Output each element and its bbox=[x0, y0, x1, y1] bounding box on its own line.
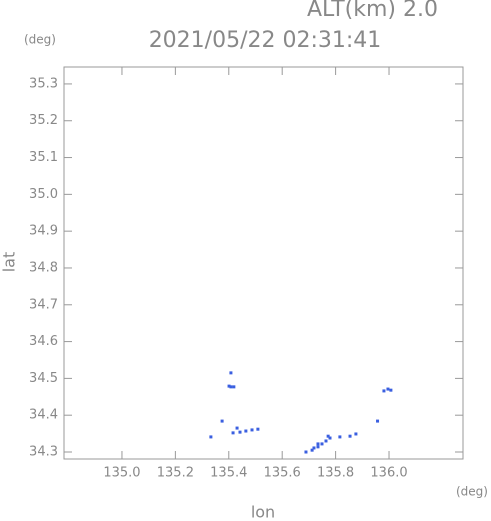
y-tick-label: 34.9 bbox=[29, 224, 58, 239]
data-point bbox=[312, 446, 316, 450]
x-axis-label: lon bbox=[251, 503, 275, 521]
x-tick-label: 136.0 bbox=[370, 466, 407, 481]
y-tick-label: 34.8 bbox=[29, 260, 58, 275]
altitude-label: ALT(km) 2.0 bbox=[307, 0, 438, 22]
data-point bbox=[209, 435, 213, 439]
x-tick-label: 135.4 bbox=[210, 466, 247, 481]
y-tick-label: 35.2 bbox=[29, 113, 58, 128]
data-point bbox=[310, 448, 314, 452]
data-point bbox=[376, 419, 380, 423]
data-point bbox=[328, 436, 332, 440]
data-point bbox=[229, 371, 233, 375]
data-point bbox=[220, 419, 224, 423]
y-tick-label: 35.1 bbox=[29, 150, 58, 165]
x-tick-label: 135.0 bbox=[103, 466, 140, 481]
x-tick-label: 135.2 bbox=[157, 466, 194, 481]
data-point bbox=[320, 442, 324, 446]
data-point bbox=[232, 385, 236, 389]
data-point bbox=[235, 426, 239, 430]
y-unit: (deg) bbox=[24, 33, 56, 47]
data-point bbox=[238, 430, 242, 434]
data-point bbox=[386, 387, 390, 391]
x-unit: (deg) bbox=[456, 485, 488, 499]
data-point bbox=[316, 445, 320, 449]
data-point bbox=[354, 432, 358, 436]
y-tick-label: 34.3 bbox=[29, 445, 58, 460]
data-point bbox=[324, 439, 328, 443]
data-point bbox=[244, 429, 248, 433]
y-tick-label: 35.0 bbox=[29, 187, 58, 202]
y-tick-label: 35.3 bbox=[29, 76, 58, 91]
y-tick-label: 34.6 bbox=[29, 334, 58, 349]
data-point bbox=[256, 427, 260, 431]
data-point bbox=[382, 389, 386, 393]
data-point bbox=[326, 434, 330, 438]
data-point bbox=[231, 431, 235, 435]
data-point bbox=[250, 428, 254, 432]
x-tick-label: 135.6 bbox=[264, 466, 301, 481]
data-point bbox=[227, 384, 231, 388]
x-tick-label: 135.8 bbox=[317, 466, 354, 481]
plot-frame bbox=[63, 66, 464, 460]
y-tick-label: 34.5 bbox=[29, 371, 58, 386]
data-point bbox=[389, 388, 393, 392]
data-point bbox=[229, 385, 233, 389]
data-point bbox=[338, 435, 342, 439]
data-point bbox=[304, 450, 308, 454]
y-axis-label: lat bbox=[0, 252, 19, 273]
data-point bbox=[316, 442, 320, 446]
y-tick-label: 34.7 bbox=[29, 297, 58, 312]
chart-title: 2021/05/22 02:31:41 bbox=[149, 28, 382, 53]
y-tick-label: 34.4 bbox=[29, 408, 58, 423]
data-point bbox=[348, 434, 352, 438]
